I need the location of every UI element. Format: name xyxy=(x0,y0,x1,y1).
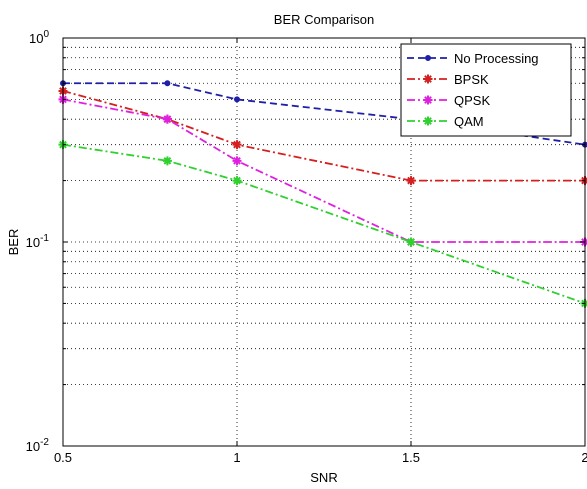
data-point xyxy=(232,156,242,166)
legend-label: BPSK xyxy=(454,72,489,87)
y-tick-label: 100 xyxy=(29,29,49,46)
y-tick-label: 10-2 xyxy=(26,437,50,454)
data-point xyxy=(162,156,172,166)
data-point xyxy=(425,55,431,61)
legend-item: QPSK xyxy=(407,93,490,108)
data-point xyxy=(423,116,433,126)
data-point xyxy=(423,95,433,105)
chart-title: BER Comparison xyxy=(274,12,374,27)
x-tick-label: 0.5 xyxy=(54,450,72,465)
legend: No Processing BPSK QPSK QAM xyxy=(400,43,572,137)
data-point xyxy=(164,80,171,87)
data-point xyxy=(232,140,242,150)
legend-label: QAM xyxy=(454,114,484,129)
legend-label: No Processing xyxy=(454,51,539,66)
data-point xyxy=(423,74,433,84)
x-axis-title: SNR xyxy=(310,470,337,485)
ticks: 0.5 1 1.5 2 10-2 10-1 100 xyxy=(26,29,587,465)
x-tick-label: 1.5 xyxy=(402,450,420,465)
x-tick-label: 1 xyxy=(233,450,240,465)
legend-item: QAM xyxy=(407,114,484,129)
legend-item: BPSK xyxy=(407,72,489,87)
data-point xyxy=(406,176,416,186)
x-tick-label: 2 xyxy=(581,450,587,465)
data-point xyxy=(406,237,416,247)
y-axis-title: BER xyxy=(6,229,21,256)
data-point xyxy=(232,176,242,186)
data-point xyxy=(234,96,240,103)
legend-item: No Processing xyxy=(407,51,539,66)
legend-label: QPSK xyxy=(454,93,490,108)
y-tick-label: 10-1 xyxy=(26,233,50,250)
data-point xyxy=(162,114,172,124)
